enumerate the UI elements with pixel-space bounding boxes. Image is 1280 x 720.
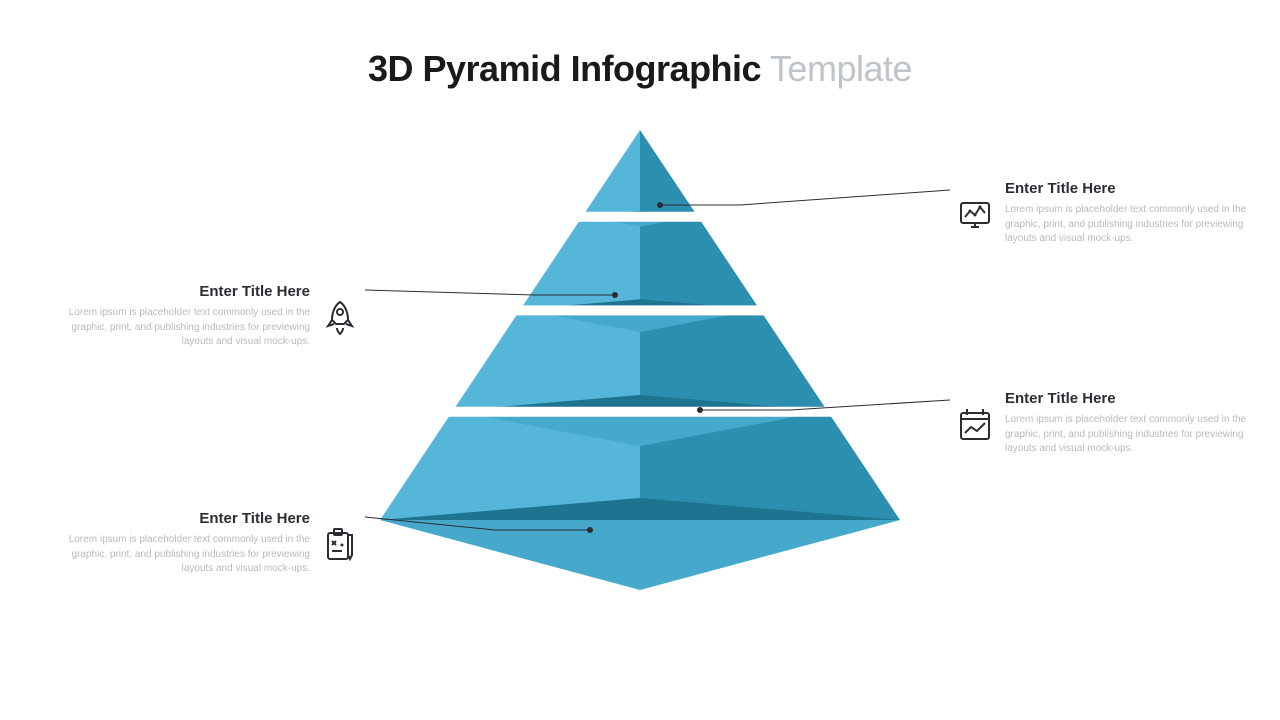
calendar-chart-icon <box>955 405 995 445</box>
callout-1: Enter Title Here Lorem ipsum is placehold… <box>1005 180 1275 247</box>
callout-body: Lorem ipsum is placeholder text commonly… <box>1005 413 1275 457</box>
rocket-icon <box>320 298 360 338</box>
pyramid-stage <box>0 0 1280 720</box>
callout-title: Enter Title Here <box>1005 180 1275 197</box>
clipboard-plan-icon <box>320 525 360 565</box>
callout-title: Enter Title Here <box>1005 390 1275 407</box>
callout-4: Enter Title Here Lorem ipsum is placehold… <box>40 510 310 577</box>
callout-body: Lorem ipsum is placeholder text commonly… <box>40 306 310 350</box>
callout-title: Enter Title Here <box>40 510 310 527</box>
analytics-monitor-icon <box>955 195 995 235</box>
callout-body: Lorem ipsum is placeholder text commonly… <box>1005 203 1275 247</box>
callout-title: Enter Title Here <box>40 283 310 300</box>
callout-2: Enter Title Here Lorem ipsum is placehold… <box>40 283 310 350</box>
callout-body: Lorem ipsum is placeholder text commonly… <box>40 533 310 577</box>
callout-3: Enter Title Here Lorem ipsum is placehold… <box>1005 390 1275 457</box>
